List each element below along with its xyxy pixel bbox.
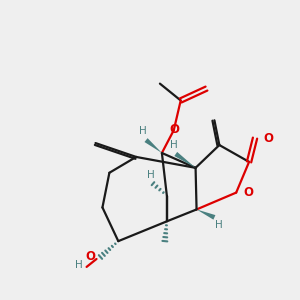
Polygon shape <box>174 152 196 168</box>
Text: O: O <box>263 132 273 145</box>
Text: H: H <box>75 260 83 270</box>
Text: H: H <box>170 140 178 150</box>
Polygon shape <box>145 138 162 153</box>
Text: O: O <box>243 186 253 199</box>
Text: O: O <box>170 123 180 136</box>
Text: H: H <box>147 170 155 180</box>
Text: H: H <box>215 220 223 230</box>
Text: O: O <box>85 250 95 262</box>
Text: H: H <box>139 126 147 136</box>
Polygon shape <box>196 209 215 220</box>
